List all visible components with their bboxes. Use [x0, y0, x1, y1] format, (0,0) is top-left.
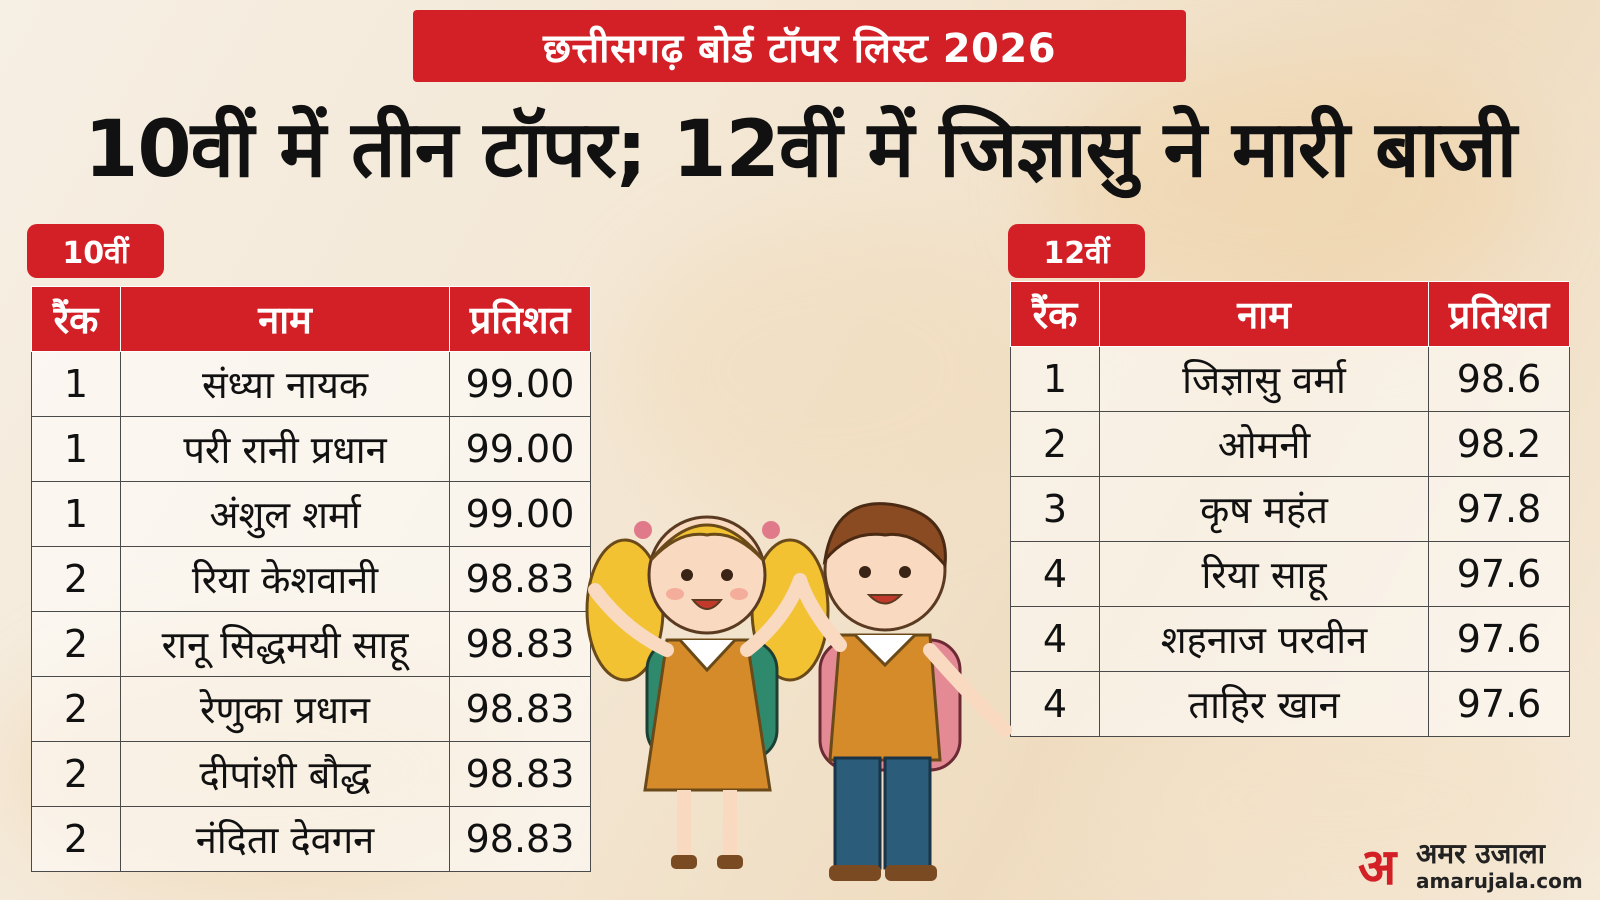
class-10-tag: 10वीं: [27, 224, 164, 278]
table-row: 4 ताहिर खान 97.6: [1010, 671, 1570, 737]
percent-cell: 98.83: [449, 546, 591, 612]
name-cell: संध्या नायक: [120, 351, 450, 417]
percent-cell: 98.83: [449, 741, 591, 807]
name-cell: रेणुका प्रधान: [120, 676, 450, 742]
name-cell: रानू सिद्धमयी साहू: [120, 611, 450, 677]
table-row: 2 रेणुका प्रधान 98.83: [31, 676, 591, 742]
rank-cell: 2: [31, 806, 121, 872]
name-cell: दीपांशी बौद्ध: [120, 741, 450, 807]
table-row: 1 जिज्ञासु वर्मा 98.6: [1010, 346, 1570, 412]
percent-header: प्रतिशत: [1428, 281, 1570, 347]
rank-cell: 1: [31, 351, 121, 417]
name-cell: परी रानी प्रधान: [120, 416, 450, 482]
name-cell: जिज्ञासु वर्मा: [1099, 346, 1429, 412]
table-row: 1 संध्या नायक 99.00: [31, 351, 591, 417]
class-12-tag: 12वीं: [1008, 224, 1145, 278]
logo-mark: अ: [1358, 838, 1397, 896]
percent-header: प्रतिशत: [449, 286, 591, 352]
amar-ujala-logo: अ अमर उजाला amarujala.com: [1358, 838, 1588, 898]
rank-cell: 1: [31, 416, 121, 482]
name-cell: रिया साहू: [1099, 541, 1429, 607]
table-row: 2 ओमनी 98.2: [1010, 411, 1570, 477]
table-row: 4 शहनाज परवीन 97.6: [1010, 606, 1570, 672]
table-row: 1 परी रानी प्रधान 99.00: [31, 416, 591, 482]
headline: 10वीं में तीन टॉपर; 12वीं में जिज्ञासु न…: [84, 105, 1517, 195]
percent-cell: 98.2: [1428, 411, 1570, 477]
rank-cell: 2: [1010, 411, 1100, 477]
rank-cell: 2: [31, 611, 121, 677]
rank-cell: 2: [31, 741, 121, 807]
table-row: 2 रानू सिद्धमयी साहू 98.83: [31, 611, 591, 677]
logo-name: अमर उजाला: [1416, 837, 1545, 870]
percent-cell: 97.6: [1428, 606, 1570, 672]
name-cell: अंशुल शर्मा: [120, 481, 450, 547]
percent-cell: 98.83: [449, 806, 591, 872]
name-cell: ताहिर खान: [1099, 671, 1429, 737]
rank-header: रैंक: [1010, 281, 1100, 347]
rank-cell: 2: [31, 546, 121, 612]
class-12-toppers-table: रैंक नाम प्रतिशत 1 जिज्ञासु वर्मा 98.6 2 ओमन…: [1010, 281, 1570, 737]
percent-cell: 98.83: [449, 611, 591, 677]
percent-cell: 98.83: [449, 676, 591, 742]
kicker-banner: छत्तीसगढ़ बोर्ड टॉपर लिस्ट 2026: [413, 10, 1186, 82]
rank-cell: 1: [1010, 346, 1100, 412]
name-cell: ओमनी: [1099, 411, 1429, 477]
logo-url: amarujala.com: [1416, 869, 1583, 893]
background-wash: [620, 220, 1040, 520]
name-cell: कृष महंत: [1099, 476, 1429, 542]
percent-cell: 99.00: [449, 416, 591, 482]
percent-cell: 97.6: [1428, 541, 1570, 607]
name-cell: रिया केशवानी: [120, 546, 450, 612]
table-row: 2 नंदिता देवगन 98.83: [31, 806, 591, 872]
percent-cell: 98.6: [1428, 346, 1570, 412]
rank-cell: 2: [31, 676, 121, 742]
table-header-row: रैंक नाम प्रतिशत: [31, 286, 591, 352]
table-row: 2 रिया केशवानी 98.83: [31, 546, 591, 612]
rank-cell: 1: [31, 481, 121, 547]
table-header-row: रैंक नाम प्रतिशत: [1010, 281, 1570, 347]
table-row: 4 रिया साहू 97.6: [1010, 541, 1570, 607]
percent-cell: 97.6: [1428, 671, 1570, 737]
rank-cell: 3: [1010, 476, 1100, 542]
table-row: 1 अंशुल शर्मा 99.00: [31, 481, 591, 547]
rank-cell: 4: [1010, 541, 1100, 607]
name-cell: नंदिता देवगन: [120, 806, 450, 872]
name-cell: शहनाज परवीन: [1099, 606, 1429, 672]
percent-cell: 97.8: [1428, 476, 1570, 542]
rank-cell: 4: [1010, 671, 1100, 737]
table-row: 2 दीपांशी बौद्ध 98.83: [31, 741, 591, 807]
rank-header: रैंक: [31, 286, 121, 352]
class-10-toppers-table: रैंक नाम प्रतिशत 1 संध्या नायक 99.00 1 परी र…: [31, 286, 591, 872]
cartoon-school-kids-illustration: [585, 502, 1012, 881]
percent-cell: 99.00: [449, 481, 591, 547]
percent-cell: 99.00: [449, 351, 591, 417]
name-header: नाम: [120, 286, 450, 352]
table-row: 3 कृष महंत 97.8: [1010, 476, 1570, 542]
name-header: नाम: [1099, 281, 1429, 347]
